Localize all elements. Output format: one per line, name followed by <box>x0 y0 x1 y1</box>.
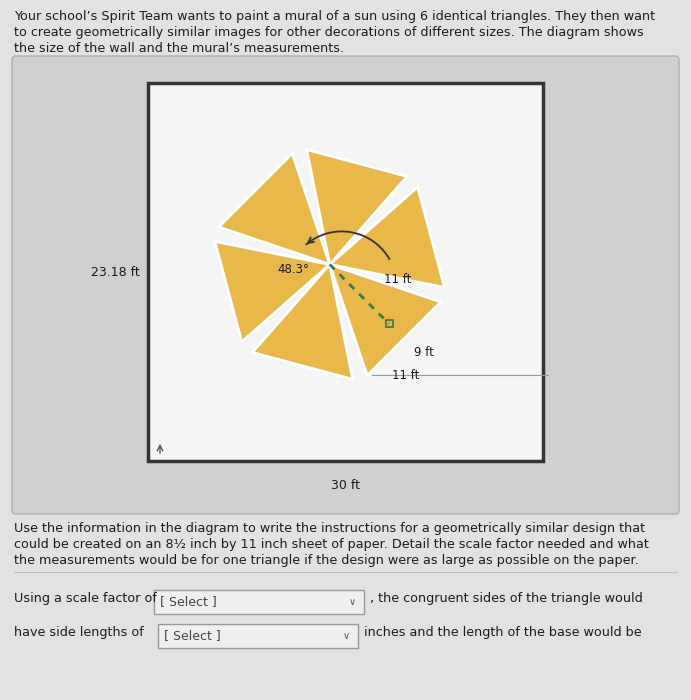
FancyBboxPatch shape <box>12 56 679 514</box>
Polygon shape <box>215 241 330 342</box>
Text: inches and the length of the base would be: inches and the length of the base would … <box>364 626 642 639</box>
Text: Using a scale factor of: Using a scale factor of <box>14 592 157 605</box>
Polygon shape <box>218 153 330 265</box>
FancyBboxPatch shape <box>154 590 364 614</box>
Polygon shape <box>330 265 441 375</box>
Text: the size of the wall and the mural’s measurements.: the size of the wall and the mural’s mea… <box>14 42 344 55</box>
Polygon shape <box>330 187 444 288</box>
Text: to create geometrically similar images for other decorations of different sizes.: to create geometrically similar images f… <box>14 26 644 39</box>
Text: have side lengths of: have side lengths of <box>14 626 144 639</box>
Text: [ Select ]: [ Select ] <box>160 596 217 608</box>
Polygon shape <box>252 265 352 379</box>
Text: the measurements would be for one triangle if the design were as large as possib: the measurements would be for one triang… <box>14 554 638 567</box>
Text: 30 ft: 30 ft <box>331 479 360 492</box>
Text: , the congruent sides of the triangle would: , the congruent sides of the triangle wo… <box>370 592 643 605</box>
FancyBboxPatch shape <box>158 624 358 648</box>
Text: 11 ft: 11 ft <box>392 369 419 382</box>
Text: 23.18 ft: 23.18 ft <box>91 265 140 279</box>
Text: could be created on an 8½ inch by 11 inch sheet of paper. Detail the scale facto: could be created on an 8½ inch by 11 inc… <box>14 538 649 551</box>
Text: 9 ft: 9 ft <box>414 346 434 359</box>
Bar <box>386 321 392 328</box>
Bar <box>148 83 543 461</box>
Text: ∨: ∨ <box>349 597 356 607</box>
Text: [ Select ]: [ Select ] <box>164 629 220 643</box>
Polygon shape <box>307 150 407 265</box>
Text: 11 ft: 11 ft <box>384 273 412 286</box>
Text: 48.3°: 48.3° <box>278 263 310 276</box>
Text: Your school’s Spirit Team wants to paint a mural of a sun using 6 identical tria: Your school’s Spirit Team wants to paint… <box>14 10 655 23</box>
Text: ∨: ∨ <box>343 631 350 641</box>
Text: Use the information in the diagram to write the instructions for a geometrically: Use the information in the diagram to wr… <box>14 522 645 535</box>
